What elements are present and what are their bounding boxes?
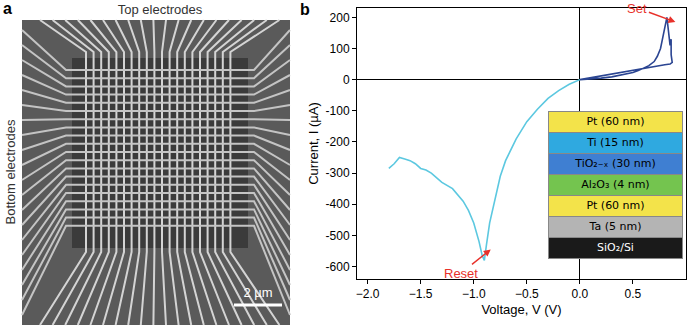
svg-text:200: 200 [330,11,350,25]
svg-text:Reset: Reset [444,266,478,281]
svg-text:Current, I (µA): Current, I (µA) [306,102,321,185]
html-text:TiO₂₋ₓ (30 nm): TiO₂₋ₓ (30 nm) [575,157,656,170]
svg-text:0.5: 0.5 [625,287,642,301]
html-text:Ta (5 nm): Ta (5 nm) [589,220,642,233]
svg-text:0: 0 [343,73,350,87]
svg-text:−2.0: −2.0 [356,287,380,301]
html-text:Al₂O₃ (4 nm): Al₂O₃ (4 nm) [581,178,650,191]
svg-text:2 µm: 2 µm [243,285,272,300]
svg-text:Bottom electrodes: Bottom electrodes [3,119,18,224]
svg-text:−0.5: −0.5 [515,287,539,301]
svg-text:-300: -300 [326,166,350,180]
svg-text:100: 100 [330,42,350,56]
svg-text:Set: Set [627,1,647,16]
svg-text:−1.5: −1.5 [409,287,433,301]
svg-text:−1.0: −1.0 [462,287,486,301]
svg-text:Voltage, V (V): Voltage, V (V) [481,302,561,317]
html-text:Pt (60 nm): Pt (60 nm) [586,199,645,212]
svg-text:Top electrodes: Top electrodes [118,2,203,17]
svg-text:-100: -100 [326,104,350,118]
svg-text:a: a [3,0,12,17]
html-text:b: b [300,1,310,18]
svg-text:0.0: 0.0 [572,287,589,301]
html-text:Pt (60 nm): Pt (60 nm) [586,115,645,128]
html-text:SiO₂/Si: SiO₂/Si [597,241,634,254]
svg-text:-500: -500 [326,229,350,243]
html-text:Ti (15 nm): Ti (15 nm) [587,136,644,149]
svg-text:-400: -400 [326,197,350,211]
svg-text:-600: -600 [326,260,350,274]
svg-text:-200: -200 [326,135,350,149]
